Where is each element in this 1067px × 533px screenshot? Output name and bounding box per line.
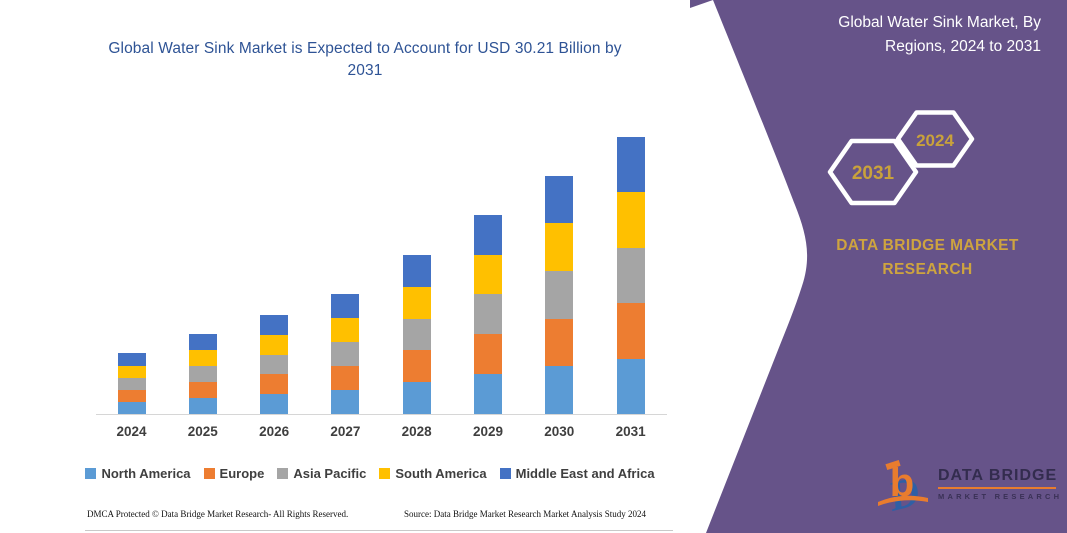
bar-segment xyxy=(260,394,289,414)
bar-segment xyxy=(331,342,360,367)
x-axis-label: 2025 xyxy=(187,424,218,439)
bar-segment xyxy=(188,398,217,414)
legend-item: Middle East and Africa xyxy=(499,466,655,481)
hexagon-2031-label: 2031 xyxy=(852,163,895,184)
side-panel: 2031 2024 Global Water Sink Market, By R… xyxy=(690,0,1067,533)
bar-segment xyxy=(402,350,431,383)
x-axis-line xyxy=(96,414,667,415)
bar-segment xyxy=(474,214,502,255)
legend-label: Asia Pacific xyxy=(293,466,367,481)
legend-label: Europe xyxy=(219,466,265,481)
legend-item: Europe xyxy=(203,466,265,481)
bar-segment xyxy=(117,365,146,378)
bar-segment xyxy=(117,353,146,366)
bar-segment xyxy=(402,382,431,414)
source-note: Source: Data Bridge Market Research Mark… xyxy=(404,509,646,519)
bar-segment xyxy=(260,334,289,355)
bar-segment xyxy=(260,314,289,335)
bar-segment xyxy=(474,334,502,375)
bar-segment xyxy=(331,294,360,319)
bar-segment xyxy=(188,382,217,399)
legend-label: South America xyxy=(395,466,487,481)
x-axis-label: 2028 xyxy=(401,424,432,439)
bar-segment xyxy=(474,374,502,414)
legend-swatch-icon xyxy=(499,468,511,479)
bar-segment xyxy=(474,294,502,335)
svg-text:b: b xyxy=(890,461,914,505)
bottom-divider xyxy=(85,530,673,531)
logo-wordmark: DATA BRIDGE xyxy=(938,467,1056,489)
bar-segment xyxy=(474,254,502,295)
bar-segment xyxy=(616,358,645,414)
logo-text: DATA BRIDGE MARKET RESEARCH xyxy=(938,467,1063,501)
data-bridge-logo: D b DATA BRIDGE MARKET RESEARCH xyxy=(876,460,1063,520)
bar-segment xyxy=(545,271,574,319)
plot-area: 2024 2025 2026 2027 2028 2029 2030 2031 xyxy=(96,136,667,439)
bar-segment xyxy=(260,354,289,375)
legend-item: North America xyxy=(85,466,191,481)
bar-segment xyxy=(402,318,431,351)
legend-swatch-icon xyxy=(379,468,391,479)
brand-text: DATA BRIDGE MARKET RESEARCH xyxy=(836,237,1019,278)
panel-title: Global Water Sink Market, By Regions, 20… xyxy=(838,14,1041,55)
bar-segment xyxy=(616,303,645,359)
x-axis-label: 2026 xyxy=(259,424,290,439)
bar-segment xyxy=(545,318,574,367)
hexagon-2024-label: 2024 xyxy=(916,131,954,150)
chart-title: Global Water Sink Market is Expected to … xyxy=(108,40,622,79)
white-swoosh xyxy=(690,0,808,533)
x-axis-label: 2031 xyxy=(615,424,646,439)
panel-background-art: 2031 2024 xyxy=(690,0,1067,533)
bar-segment xyxy=(260,374,289,395)
legend-swatch-icon xyxy=(85,468,97,479)
legend-swatch-icon xyxy=(277,468,289,479)
logo-glyph-icon: D b xyxy=(878,460,928,520)
legend-item: South America xyxy=(379,466,487,481)
legend: North America Europe Asia Pacific South Ame… xyxy=(55,466,685,481)
x-axis-label: 2029 xyxy=(472,424,504,439)
x-axis-label: 2024 xyxy=(116,424,147,439)
bar-segment xyxy=(616,247,645,304)
bar-segment xyxy=(616,136,645,193)
legend-label: North America xyxy=(101,466,191,481)
bar-segment xyxy=(117,377,146,390)
bar-segment xyxy=(545,223,574,272)
bar-segment xyxy=(331,390,360,414)
bar-segment xyxy=(117,401,146,414)
dmca-note: DMCA Protected © Data Bridge Market Rese… xyxy=(87,509,349,519)
hexagon-2024: 2024 xyxy=(895,110,975,168)
bar-segment xyxy=(188,366,217,383)
legend-swatch-icon xyxy=(203,468,215,479)
legend-item: Asia Pacific xyxy=(277,466,366,481)
logo-tagline: MARKET RESEARCH xyxy=(938,492,1063,501)
legend-label: Middle East and Africa xyxy=(515,466,655,481)
hexagon-2031: 2031 xyxy=(827,138,919,206)
bar-segment xyxy=(545,366,574,414)
bar-segment xyxy=(402,286,431,319)
bar-segment xyxy=(545,175,574,224)
bar-segment xyxy=(331,366,360,391)
bar-segment xyxy=(331,318,360,343)
bar-segment xyxy=(117,389,146,402)
bar-segment xyxy=(616,192,645,248)
bar-segment xyxy=(402,255,431,287)
x-axis-label: 2027 xyxy=(330,424,361,439)
bar-segment xyxy=(188,334,217,351)
bar-segment xyxy=(188,350,217,367)
x-axis-label: 2030 xyxy=(544,424,575,439)
